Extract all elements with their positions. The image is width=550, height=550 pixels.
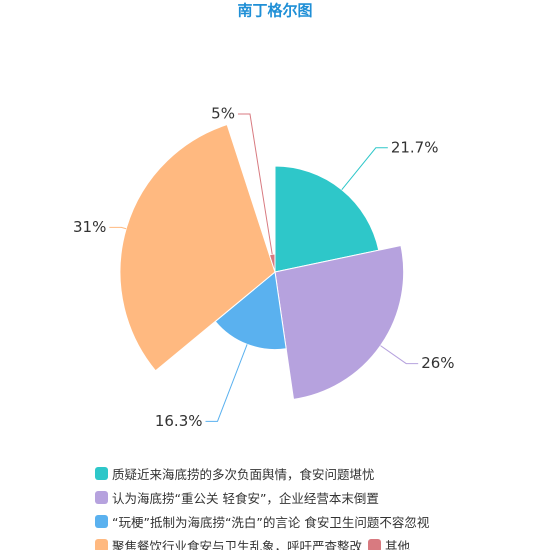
data-label: 31% [73, 218, 106, 236]
rose-slice [214, 271, 287, 350]
legend-swatch [368, 539, 382, 550]
rose-slice [274, 244, 405, 400]
legend-swatch [95, 467, 108, 480]
legend-item[interactable]: 其他 [368, 536, 410, 550]
chart: 南丁格尔图 21.7% 26% 16.3% 31% 5% [73, 2, 455, 430]
legend-item[interactable]: 聚焦餐饮行业食安与卫生乱象，呼吁严查整改 [95, 536, 362, 550]
legend-swatch [95, 491, 108, 504]
label-line [380, 345, 419, 365]
label-line [237, 113, 273, 255]
legend-item[interactable]: 认为海底捞“重公关 轻食安”，企业经营本末倒置 [95, 488, 379, 507]
legend-label: 其他 [385, 539, 411, 550]
data-label: 5% [211, 104, 235, 122]
legend-label: 认为海底捞“重公关 轻食安”，企业经营本末倒置 [112, 491, 379, 506]
legend-item[interactable]: “玩梗”抵制为海底捞“洗白”的言论 食安卫生问题不容忽视 [95, 512, 429, 531]
label-line [205, 344, 248, 422]
label-line [109, 226, 127, 230]
rose-slice [274, 165, 380, 273]
rose-slice [268, 253, 276, 273]
legend-item[interactable]: 质疑近来海底捞的多次负面舆情，食安问题堪忧 [95, 464, 375, 483]
data-label: 16.3% [155, 412, 203, 430]
label-line [341, 147, 388, 191]
legend-swatch [95, 539, 108, 550]
chart-title: 南丁格尔图 [237, 2, 312, 20]
legend-swatch [95, 515, 108, 528]
legend-label: 聚焦餐饮行业食安与卫生乱象，呼吁严查整改 [112, 539, 363, 550]
data-label: 21.7% [391, 138, 439, 156]
legend-label: “玩梗”抵制为海底捞“洗白”的言论 食安卫生问题不容忽视 [112, 515, 430, 530]
data-label: 26% [421, 354, 454, 372]
legend-label: 质疑近来海底捞的多次负面舆情，食安问题堪忧 [112, 467, 375, 482]
legend: 质疑近来海底捞的多次负面舆情，食安问题堪忧 认为海底捞“重公关 轻食安”，企业经营… [95, 462, 515, 550]
